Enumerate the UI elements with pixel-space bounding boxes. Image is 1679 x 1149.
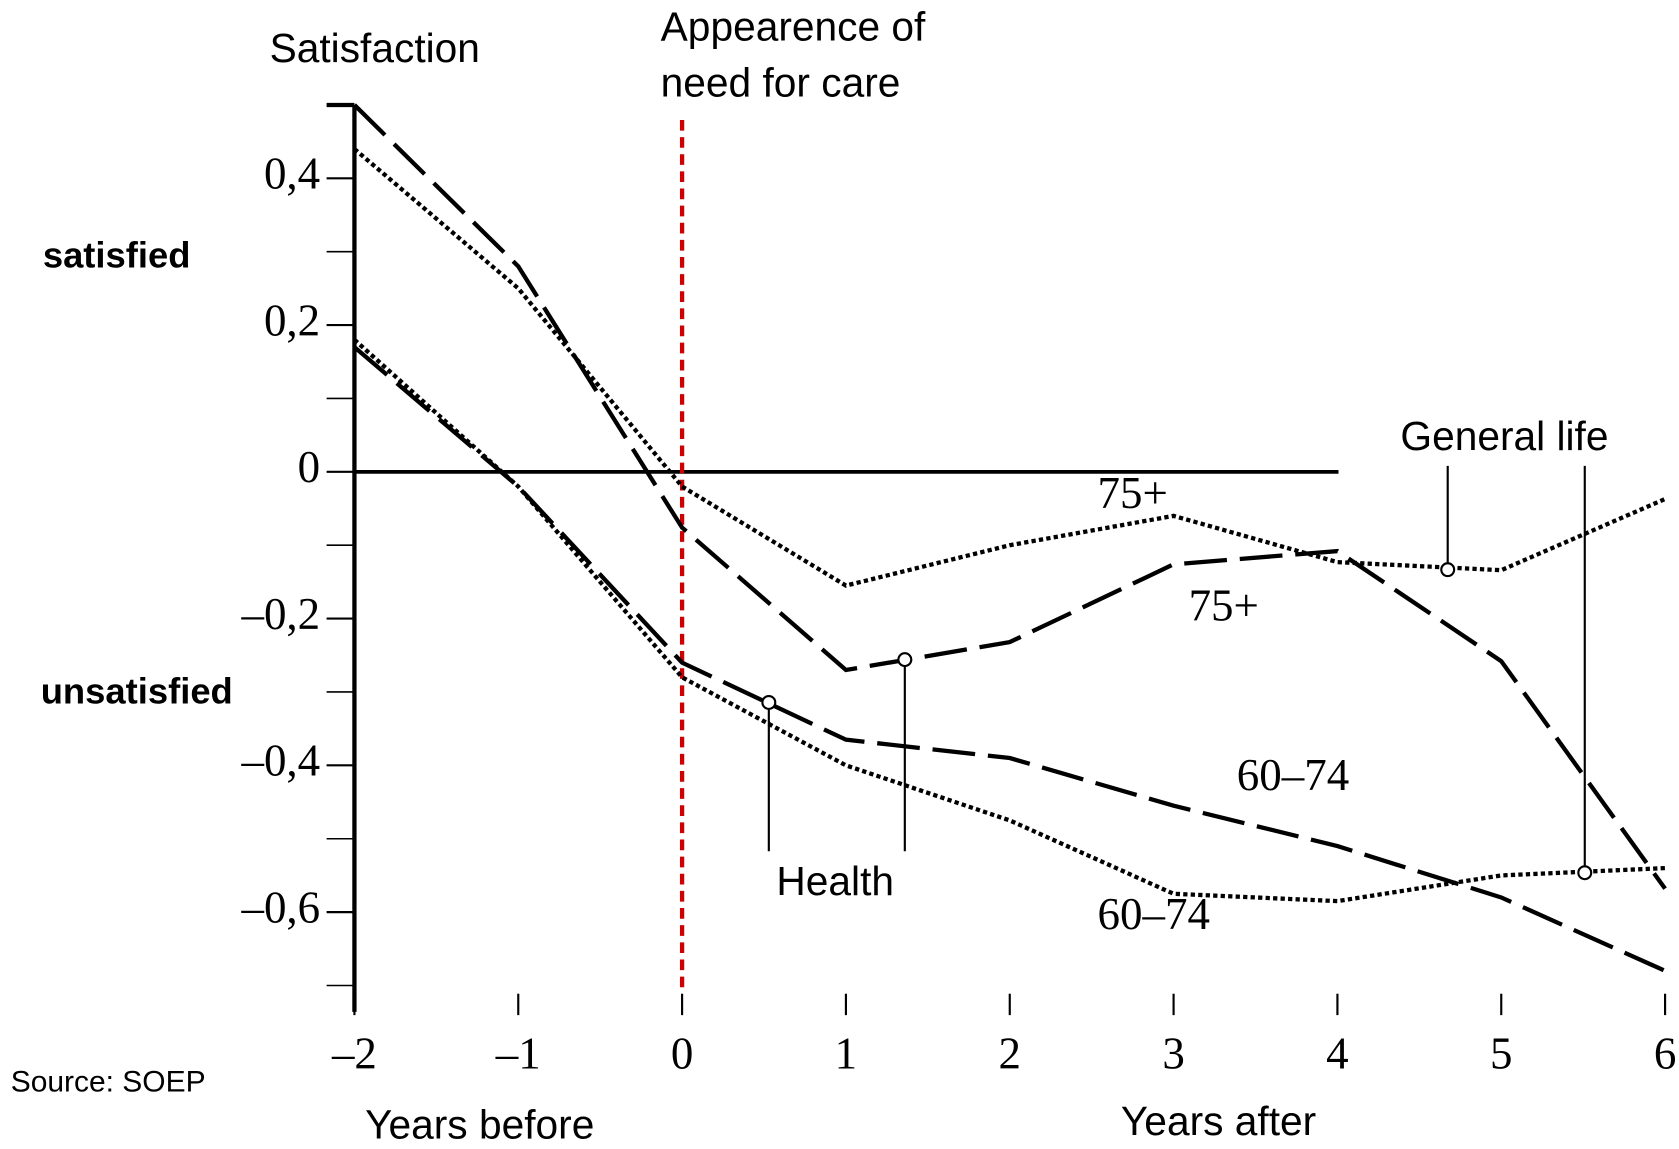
y-tick-label: –0,6: [240, 882, 320, 932]
region-label: satisfied: [43, 235, 191, 276]
y-tick-label: 0: [298, 442, 320, 492]
x-axis-label: Years after: [1121, 1098, 1316, 1144]
y-axis-label: Satisfaction: [270, 25, 480, 71]
x-tick-label: 2: [999, 1028, 1021, 1078]
group-label: General life: [1400, 413, 1608, 459]
series-label: 60–74: [1098, 889, 1210, 939]
callout-point: [897, 652, 913, 668]
series-line: [352, 103, 1667, 890]
x-tick-label: 3: [1162, 1028, 1184, 1078]
event-label: need for care: [661, 59, 901, 105]
source: Source: SOEP: [11, 1066, 206, 1099]
series-label: 75+: [1189, 581, 1259, 631]
region-label: unsatisfied: [41, 671, 233, 712]
callouts: [767, 465, 1586, 873]
x-tick-label: 1: [835, 1028, 857, 1078]
series-label: 60–74: [1237, 750, 1349, 800]
callout-point: [1440, 562, 1456, 578]
series-line: [353, 345, 1666, 973]
callout-point: [761, 694, 777, 710]
x-tick-label: –1: [495, 1028, 541, 1078]
callout-point: [1577, 865, 1593, 881]
x-tick-label: –2: [331, 1028, 377, 1078]
x-axis-label: Years before: [365, 1101, 594, 1147]
event-label: Appearence of: [661, 4, 926, 50]
x-tick-label: 4: [1326, 1028, 1348, 1078]
series-label: 75+: [1098, 468, 1168, 518]
x-tick-label: 5: [1490, 1028, 1512, 1078]
y-tick-label: 0,4: [264, 149, 320, 199]
x-tick-label: 0: [671, 1028, 693, 1078]
series-line: [353, 338, 1666, 904]
y-tick-label: –0,2: [240, 589, 320, 639]
x-tick-label: 6: [1654, 1028, 1676, 1078]
group-label: Health: [776, 858, 894, 904]
y-tick-label: –0,4: [240, 736, 320, 786]
y-tick-label: 0,2: [264, 295, 320, 345]
